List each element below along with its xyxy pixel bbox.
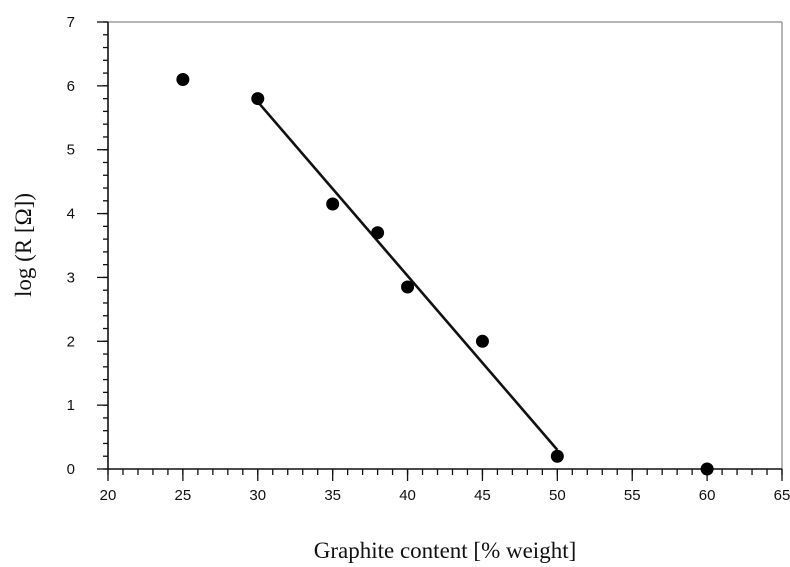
x-tick-label: 55 bbox=[624, 487, 641, 504]
data-point bbox=[700, 462, 714, 476]
y-tick-label: 3 bbox=[67, 269, 75, 286]
x-tick-label: 65 bbox=[774, 487, 790, 504]
x-axis-title: Graphite content [% weight] bbox=[314, 538, 577, 563]
y-tick-label: 5 bbox=[67, 142, 75, 159]
x-tick-label: 20 bbox=[100, 487, 117, 504]
x-tick-label: 60 bbox=[699, 487, 716, 504]
fit-line-layer bbox=[256, 100, 559, 451]
data-point bbox=[371, 226, 385, 240]
x-axis-ticks: 20 25 30 35 40 45 50 55 60 65 bbox=[100, 469, 790, 504]
x-tick-label: 50 bbox=[549, 487, 566, 504]
y-tick-label: 6 bbox=[67, 78, 75, 95]
fit-line bbox=[256, 100, 559, 451]
x-tick-label: 25 bbox=[175, 487, 192, 504]
y-tick-label: 1 bbox=[67, 397, 75, 414]
x-tick-label: 40 bbox=[399, 487, 416, 504]
y-tick-label: 0 bbox=[67, 461, 75, 478]
y-axis-title: log (R [Ω]) bbox=[11, 193, 36, 297]
data-point bbox=[251, 92, 265, 106]
data-point bbox=[326, 197, 340, 211]
data-point bbox=[475, 334, 489, 348]
data-point bbox=[176, 72, 190, 86]
data-points bbox=[176, 72, 714, 476]
y-tick-label: 2 bbox=[67, 333, 75, 350]
data-point bbox=[550, 449, 564, 463]
data-point bbox=[401, 280, 415, 294]
minor-ticks bbox=[103, 21, 783, 475]
y-tick-label: 7 bbox=[67, 14, 75, 31]
x-tick-label: 35 bbox=[324, 487, 341, 504]
x-tick-label: 30 bbox=[249, 487, 266, 504]
y-tick-label: 4 bbox=[67, 206, 75, 223]
y-axis-ticks: 0 1 2 3 4 5 6 7 bbox=[67, 14, 108, 478]
x-tick-label: 45 bbox=[474, 487, 491, 504]
